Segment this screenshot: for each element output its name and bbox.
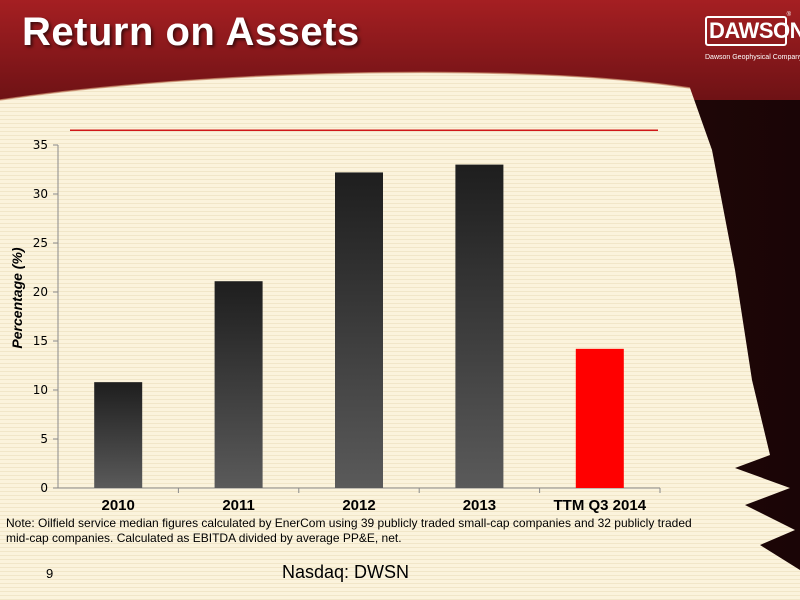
registered-mark: ® [786,12,791,18]
y-tick-label: 25 [33,236,48,250]
bar [575,348,624,488]
x-tick-label: 2011 [222,497,255,514]
y-tick-label: 5 [40,432,48,446]
footer-ticker: Nasdaq: DWSN [282,562,410,582]
page-number: 9 [46,566,54,581]
company-logo: DAWSON ® Dawson Geophysical Company [705,12,800,61]
y-tick-label: 30 [33,187,48,201]
x-tick-label: 2012 [342,497,375,514]
x-tick-label: 2013 [463,497,496,514]
footnote: Note: Oilfield service median figures ca… [6,516,692,545]
y-axis-label: Percentage (%) [9,247,25,349]
y-tick-label: 35 [33,138,48,152]
bar [94,382,143,488]
x-tick-label: TTM Q3 2014 [554,497,647,514]
y-tick-label: 10 [33,383,48,397]
y-tick-label: 15 [33,334,48,348]
bar [455,164,504,488]
y-tick-label: 20 [33,285,48,299]
bar [335,172,383,488]
logo-wordmark: DAWSON [705,16,800,46]
logo-tagline: Dawson Geophysical Company [705,54,800,61]
x-tick-label: 2010 [102,497,135,514]
slide-title: Return on Assets [22,10,360,54]
y-tick-label: 0 [40,481,48,495]
bar [214,281,263,488]
